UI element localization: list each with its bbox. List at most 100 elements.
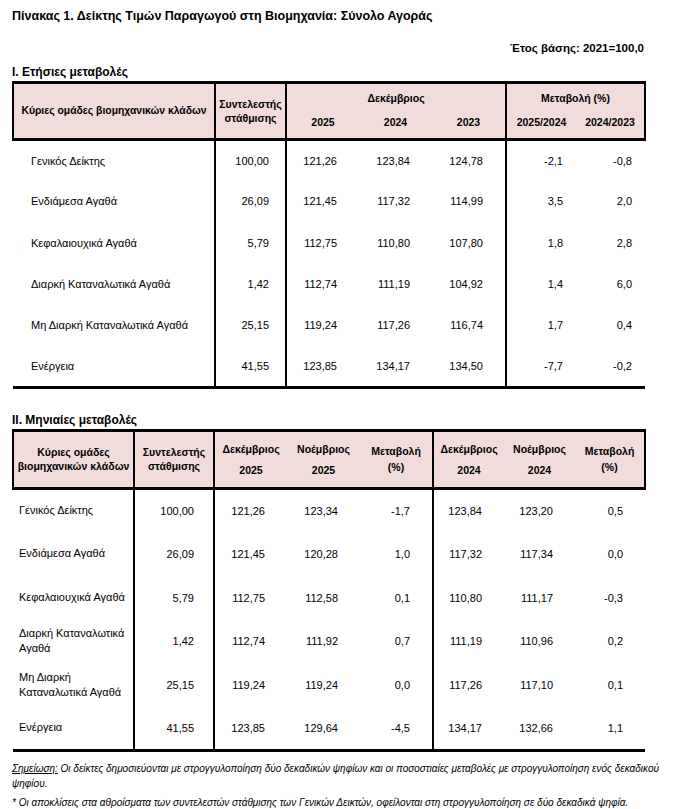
month-name: Νοέμβριος [504,442,575,456]
month-header-dec-2025: Δεκέμβριος 2025 [214,430,287,488]
month-header-nov-2024: Νοέμβριος 2024 [504,430,575,488]
change-cell: -1,7 [360,488,433,532]
value-cell: 111,19 [433,619,504,663]
value-cell: 119,24 [214,663,287,707]
weight-cell: 5,79 [215,222,286,263]
table-row: Διαρκή Καταναλωτικά Αγαθά 1,42 112,74 11… [13,619,645,663]
index-cell: 114,99 [432,181,506,222]
month-year: 2024 [504,463,575,477]
index-cell: 121,45 [286,181,359,222]
index-cell: 134,17 [359,346,432,387]
footnotes: Σημείωση: Οι δείκτες δημοσιεύονται με στ… [12,761,662,809]
row-label: Ενδιάμεσα Αγαθά [13,181,215,222]
change-cell: 0,0 [575,532,645,576]
index-cell: 116,74 [432,305,506,346]
value-cell: 117,26 [433,663,504,707]
index-cell: 112,75 [286,222,359,263]
value-cell: 117,32 [433,532,504,576]
weight-cell: 25,15 [215,305,286,346]
value-cell: 123,20 [504,488,575,532]
weight-cell: 5,79 [134,576,214,620]
index-cell: 121,26 [286,140,359,181]
value-cell: 121,45 [214,532,287,576]
index-cell: 123,85 [286,346,359,387]
monthly-table-body: Γενικός Δείκτης 100,00 121,26 123,34 -1,… [13,488,645,750]
change-cell: 3,5 [506,181,576,222]
document: Πίνακας 1. Δείκτης Τιμών Παραγωγού στη Β… [0,0,674,809]
change-cell: 0,7 [360,619,433,663]
change-cell: -2,1 [506,140,576,181]
weight-cell: 41,55 [215,346,286,387]
ratio-header-2024-2023: 2024/2023 [576,113,645,140]
footnote-asterisk: * Οι αποκλίσεις στα αθροίσματα των συντε… [12,795,662,809]
index-cell: 124,78 [432,140,506,181]
weight-header: Συντελεστής στάθμισης [134,430,214,488]
change-label: Μεταβολή [360,444,432,458]
table-row: Ενέργεια 41,55 123,85 134,17 134,50 -7,7… [13,346,645,387]
change-cell: 2,8 [576,222,645,263]
footnote-text: Οι δείκτες δημοσιεύονται με στρογγυλοποί… [12,763,659,789]
change-cell: 0,2 [575,619,645,663]
value-cell: 112,74 [214,619,287,663]
table-row: Ενέργεια 41,55 123,85 129,64 -4,5 134,17… [13,707,645,751]
annual-table-body: Γενικός Δείκτης 100,00 121,26 123,84 124… [13,140,645,388]
weight-cell: 25,15 [134,663,214,707]
weight-cell: 100,00 [215,140,286,181]
value-cell: 129,64 [287,707,360,751]
page-title: Πίνακας 1. Δείκτης Τιμών Παραγωγού στη Β… [12,9,660,23]
change-unit: (%) [575,460,644,474]
change-group-header: Μεταβολή (%) [506,83,645,113]
index-cell: 112,74 [286,263,359,304]
change-cell: 0,1 [575,663,645,707]
table-row: Γενικός Δείκτης 100,00 121,26 123,34 -1,… [13,488,645,532]
value-cell: 134,17 [433,707,504,751]
value-cell: 112,75 [214,576,287,620]
table-row: Ενδιάμεσα Αγαθά 26,09 121,45 120,28 1,0 … [13,532,645,576]
index-cell: 117,32 [359,181,432,222]
industry-groups-header-line2: βιομηχανικών κλάδων [14,459,133,473]
value-cell: 120,28 [287,532,360,576]
change-cell: 0,4 [576,305,645,346]
year-header-2024: 2024 [359,113,432,140]
footnote-rounding: Σημείωση: Οι δείκτες δημοσιεύονται με στ… [12,761,662,791]
value-cell: 112,58 [287,576,360,620]
row-label: Μη Διαρκή Καταναλωτικά Αγαθά [13,305,215,346]
change-cell: 1,8 [506,222,576,263]
annual-table-header: Κύριες ομάδες βιομηχανικών κλάδων Συντελ… [13,83,645,140]
month-year: 2025 [215,463,287,477]
value-cell: 121,26 [214,488,287,532]
value-cell: 123,85 [214,707,287,751]
weight-header-line2: στάθμισης [216,111,285,125]
change-cell: 1,0 [360,532,433,576]
change-cell: 0,5 [575,488,645,532]
change-cell: 6,0 [576,263,645,304]
weight-header-line1: Συντελεστής [135,445,213,459]
change-cell: 0,0 [360,663,433,707]
month-header-dec-2024: Δεκέμβριος 2024 [433,430,504,488]
annual-changes-table: Κύριες ομάδες βιομηχανικών κλάδων Συντελ… [12,81,646,389]
value-cell: 119,24 [287,663,360,707]
weight-cell: 26,09 [215,181,286,222]
year-header-2023: 2023 [432,113,506,140]
weight-cell: 1,42 [215,263,286,304]
index-cell: 117,26 [359,305,432,346]
section-annual-heading: Ι. Ετήσιες μεταβολές [12,65,660,79]
table-row: Μη Διαρκή Καταναλωτικά Αγαθά 25,15 119,2… [13,305,645,346]
value-cell: 117,10 [504,663,575,707]
table-row: Μη Διαρκή Καταναλωτικά Αγαθά 25,15 119,2… [13,663,645,707]
change-cell: -0,8 [576,140,645,181]
value-cell: 111,17 [504,576,575,620]
change-cell: 1,7 [506,305,576,346]
weight-cell: 41,55 [134,707,214,751]
row-label: Ενέργεια [13,346,215,387]
footnote-label: Σημείωση: [12,763,58,774]
table-row: Διαρκή Καταναλωτικά Αγαθά 1,42 112,74 11… [13,263,645,304]
change-cell: -0,3 [575,576,645,620]
value-cell: 123,34 [287,488,360,532]
value-cell: 117,34 [504,532,575,576]
change-cell: -4,5 [360,707,433,751]
year-header-2025: 2025 [286,113,359,140]
month-year: 2025 [287,463,360,477]
index-cell: 134,50 [432,346,506,387]
index-cell: 104,92 [432,263,506,304]
